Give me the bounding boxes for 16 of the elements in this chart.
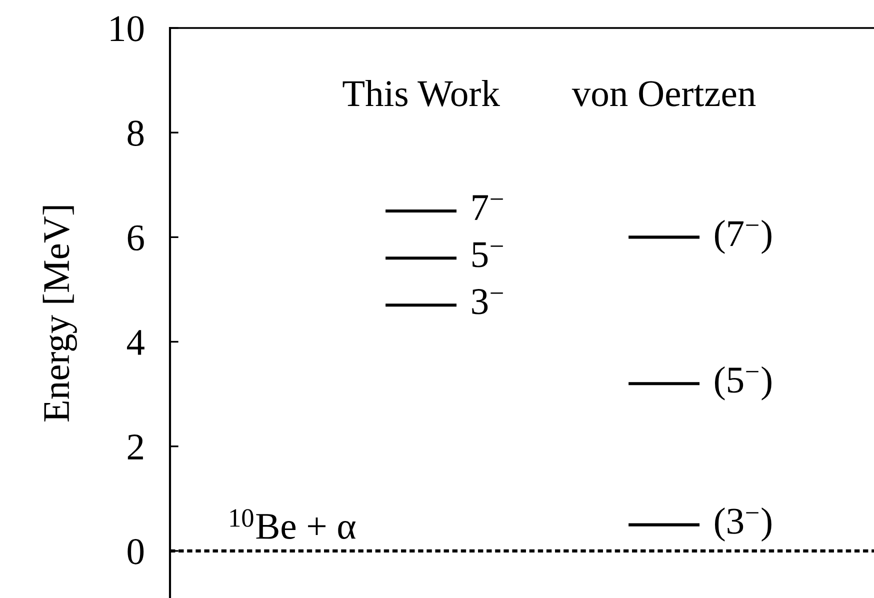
y-tick-label: 4 xyxy=(126,330,144,355)
y-tick-label: 0 xyxy=(128,539,144,564)
y-tick-label: 10 xyxy=(110,16,144,42)
annotation: 5$^{−}$ xyxy=(472,242,503,268)
x-tick-label: von Oertzen xyxy=(572,81,756,106)
ref-line-label: $^{10}$Be + α xyxy=(230,509,356,540)
x-tick-label: This Work xyxy=(342,80,500,107)
annotation: (5$^{−}$) xyxy=(714,366,772,400)
annotation: (7$^{−}$) xyxy=(714,220,772,254)
annotation: (3$^{−}$) xyxy=(714,508,772,542)
annotation: 3$^{−}$ xyxy=(472,289,503,314)
annotation: 7$^{−}$ xyxy=(472,195,503,220)
y-tick-label: 2 xyxy=(128,434,143,460)
y-tick-label: 6 xyxy=(128,225,144,251)
y-axis-title: Energy [MeV] xyxy=(42,206,77,422)
y-tick-label: 8 xyxy=(128,120,144,146)
